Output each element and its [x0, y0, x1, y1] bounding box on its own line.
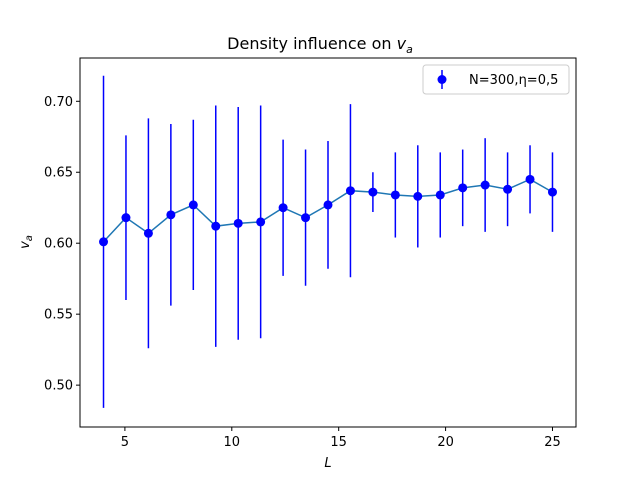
data-point — [121, 213, 131, 223]
legend: N=300,η=0,5 — [422, 64, 570, 95]
x-axis-ticks: 5 10 15 20 25 — [121, 427, 561, 450]
data-point — [480, 180, 490, 190]
data-point — [435, 190, 445, 200]
data-point — [166, 210, 176, 220]
data-point — [390, 190, 400, 200]
x-tick-label: 5 — [121, 435, 129, 450]
data-point — [143, 228, 153, 238]
data-point — [233, 218, 243, 228]
y-tick-label: 0.70 — [44, 95, 73, 110]
data-point — [188, 200, 198, 210]
data-point — [278, 203, 288, 213]
x-axis-label: L — [324, 456, 331, 471]
y-axis-ticks: 0.50 0.55 0.60 0.65 0.70 — [44, 95, 80, 394]
data-point — [301, 213, 311, 223]
plot-area — [79, 57, 577, 428]
legend-marker-icon — [437, 75, 447, 84]
x-tick-label: 20 — [437, 435, 454, 450]
data-point — [525, 174, 535, 184]
data-point — [503, 184, 513, 194]
legend-label: N=300,η=0,5 — [469, 73, 558, 88]
data-point — [211, 221, 221, 231]
data-point — [458, 183, 468, 193]
x-tick-label: 10 — [224, 435, 241, 450]
data-point — [99, 237, 109, 247]
x-tick-label: 15 — [330, 435, 347, 450]
y-tick-label: 0.60 — [44, 237, 73, 252]
data-point — [547, 187, 557, 197]
data-point — [256, 217, 266, 227]
data-markers — [99, 174, 557, 247]
y-tick-label: 0.65 — [44, 166, 73, 181]
x-tick-label: 25 — [544, 435, 561, 450]
y-tick-label: 0.55 — [44, 308, 73, 323]
legend-box — [422, 64, 570, 95]
y-tick-label: 0.50 — [44, 379, 73, 394]
data-point — [413, 191, 423, 201]
chart-title: Density influence on va — [227, 34, 413, 56]
data-point — [368, 187, 378, 197]
data-point — [345, 186, 355, 196]
y-axis-label: va — [18, 235, 35, 249]
data-point — [323, 200, 333, 210]
